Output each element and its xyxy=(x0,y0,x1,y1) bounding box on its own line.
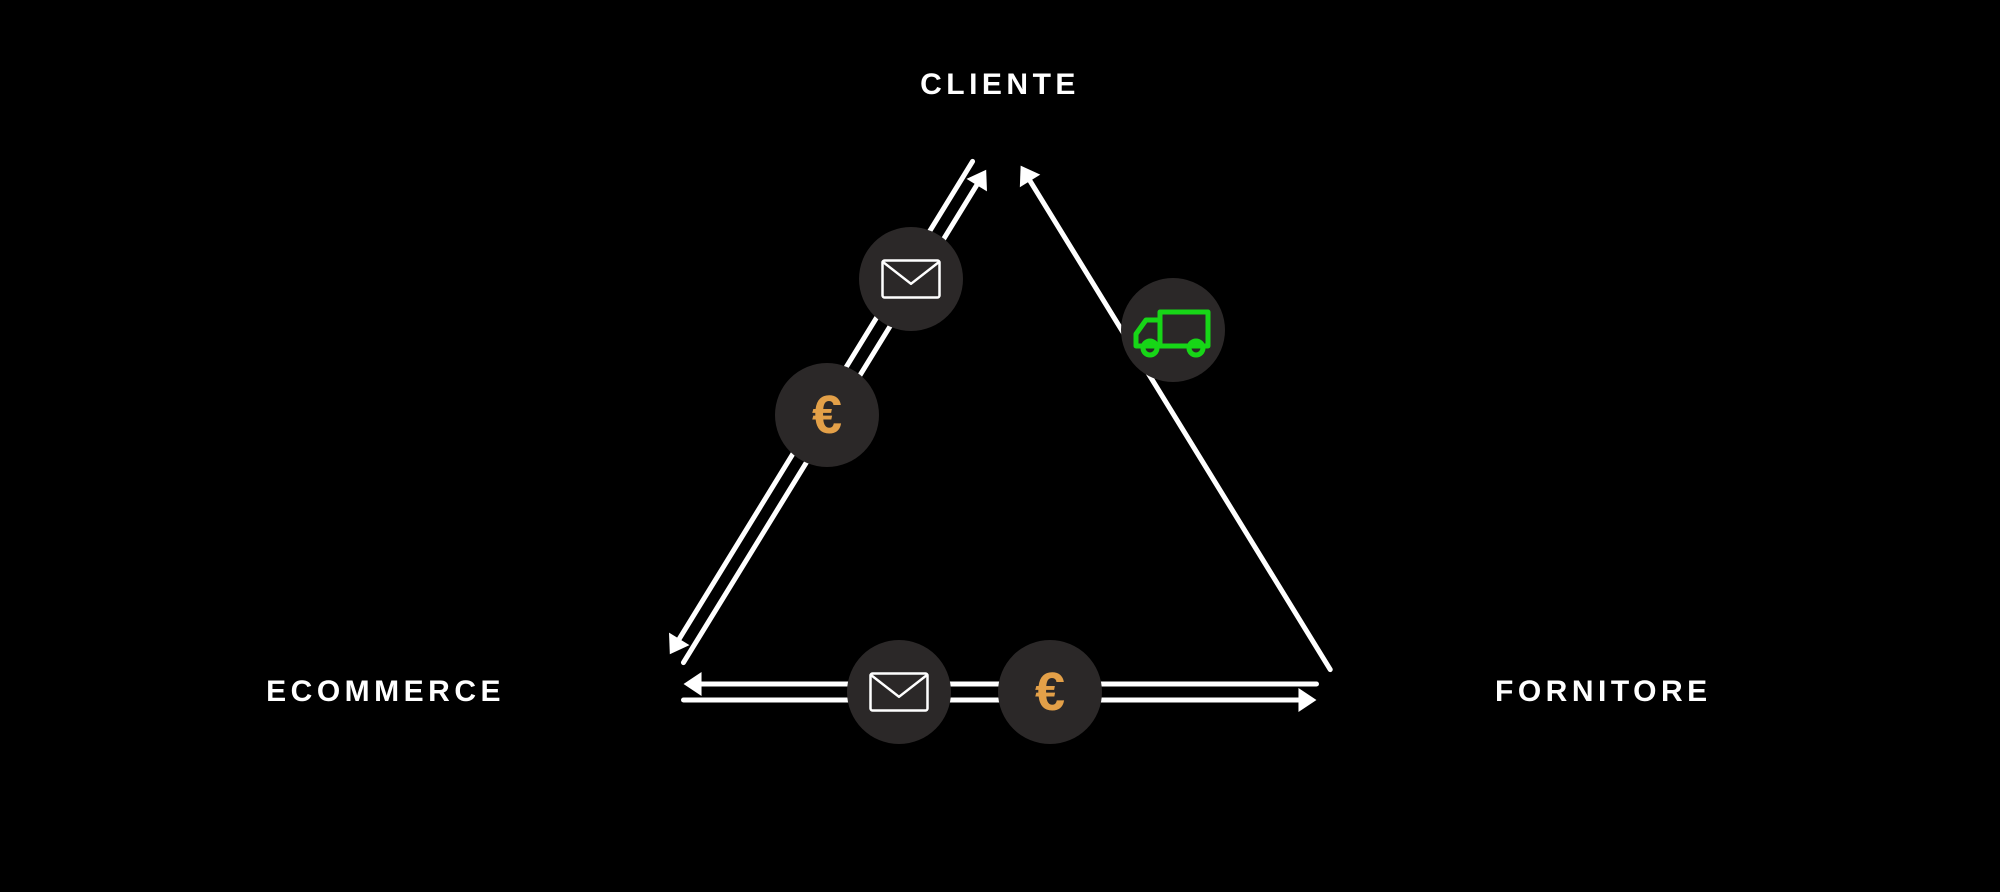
vertex-label-fornitore: FORNITORE xyxy=(1495,675,1712,709)
euro-icon: € xyxy=(998,640,1102,744)
diagram-stage: CLIENTE ECOMMERCE FORNITORE € € xyxy=(0,0,2000,892)
vertex-label-text: FORNITORE xyxy=(1495,675,1712,708)
vertex-label-text: ECOMMERCE xyxy=(266,675,505,708)
euro-icon: € xyxy=(775,363,879,467)
vertex-label-text: CLIENTE xyxy=(920,68,1080,101)
vertex-label-cliente: CLIENTE xyxy=(920,68,1080,102)
vertex-label-ecommerce: ECOMMERCE xyxy=(266,675,505,709)
mail-icon xyxy=(859,227,963,331)
truck-icon xyxy=(1121,278,1225,382)
arrows-layer xyxy=(0,0,2000,892)
mail-icon xyxy=(847,640,951,744)
